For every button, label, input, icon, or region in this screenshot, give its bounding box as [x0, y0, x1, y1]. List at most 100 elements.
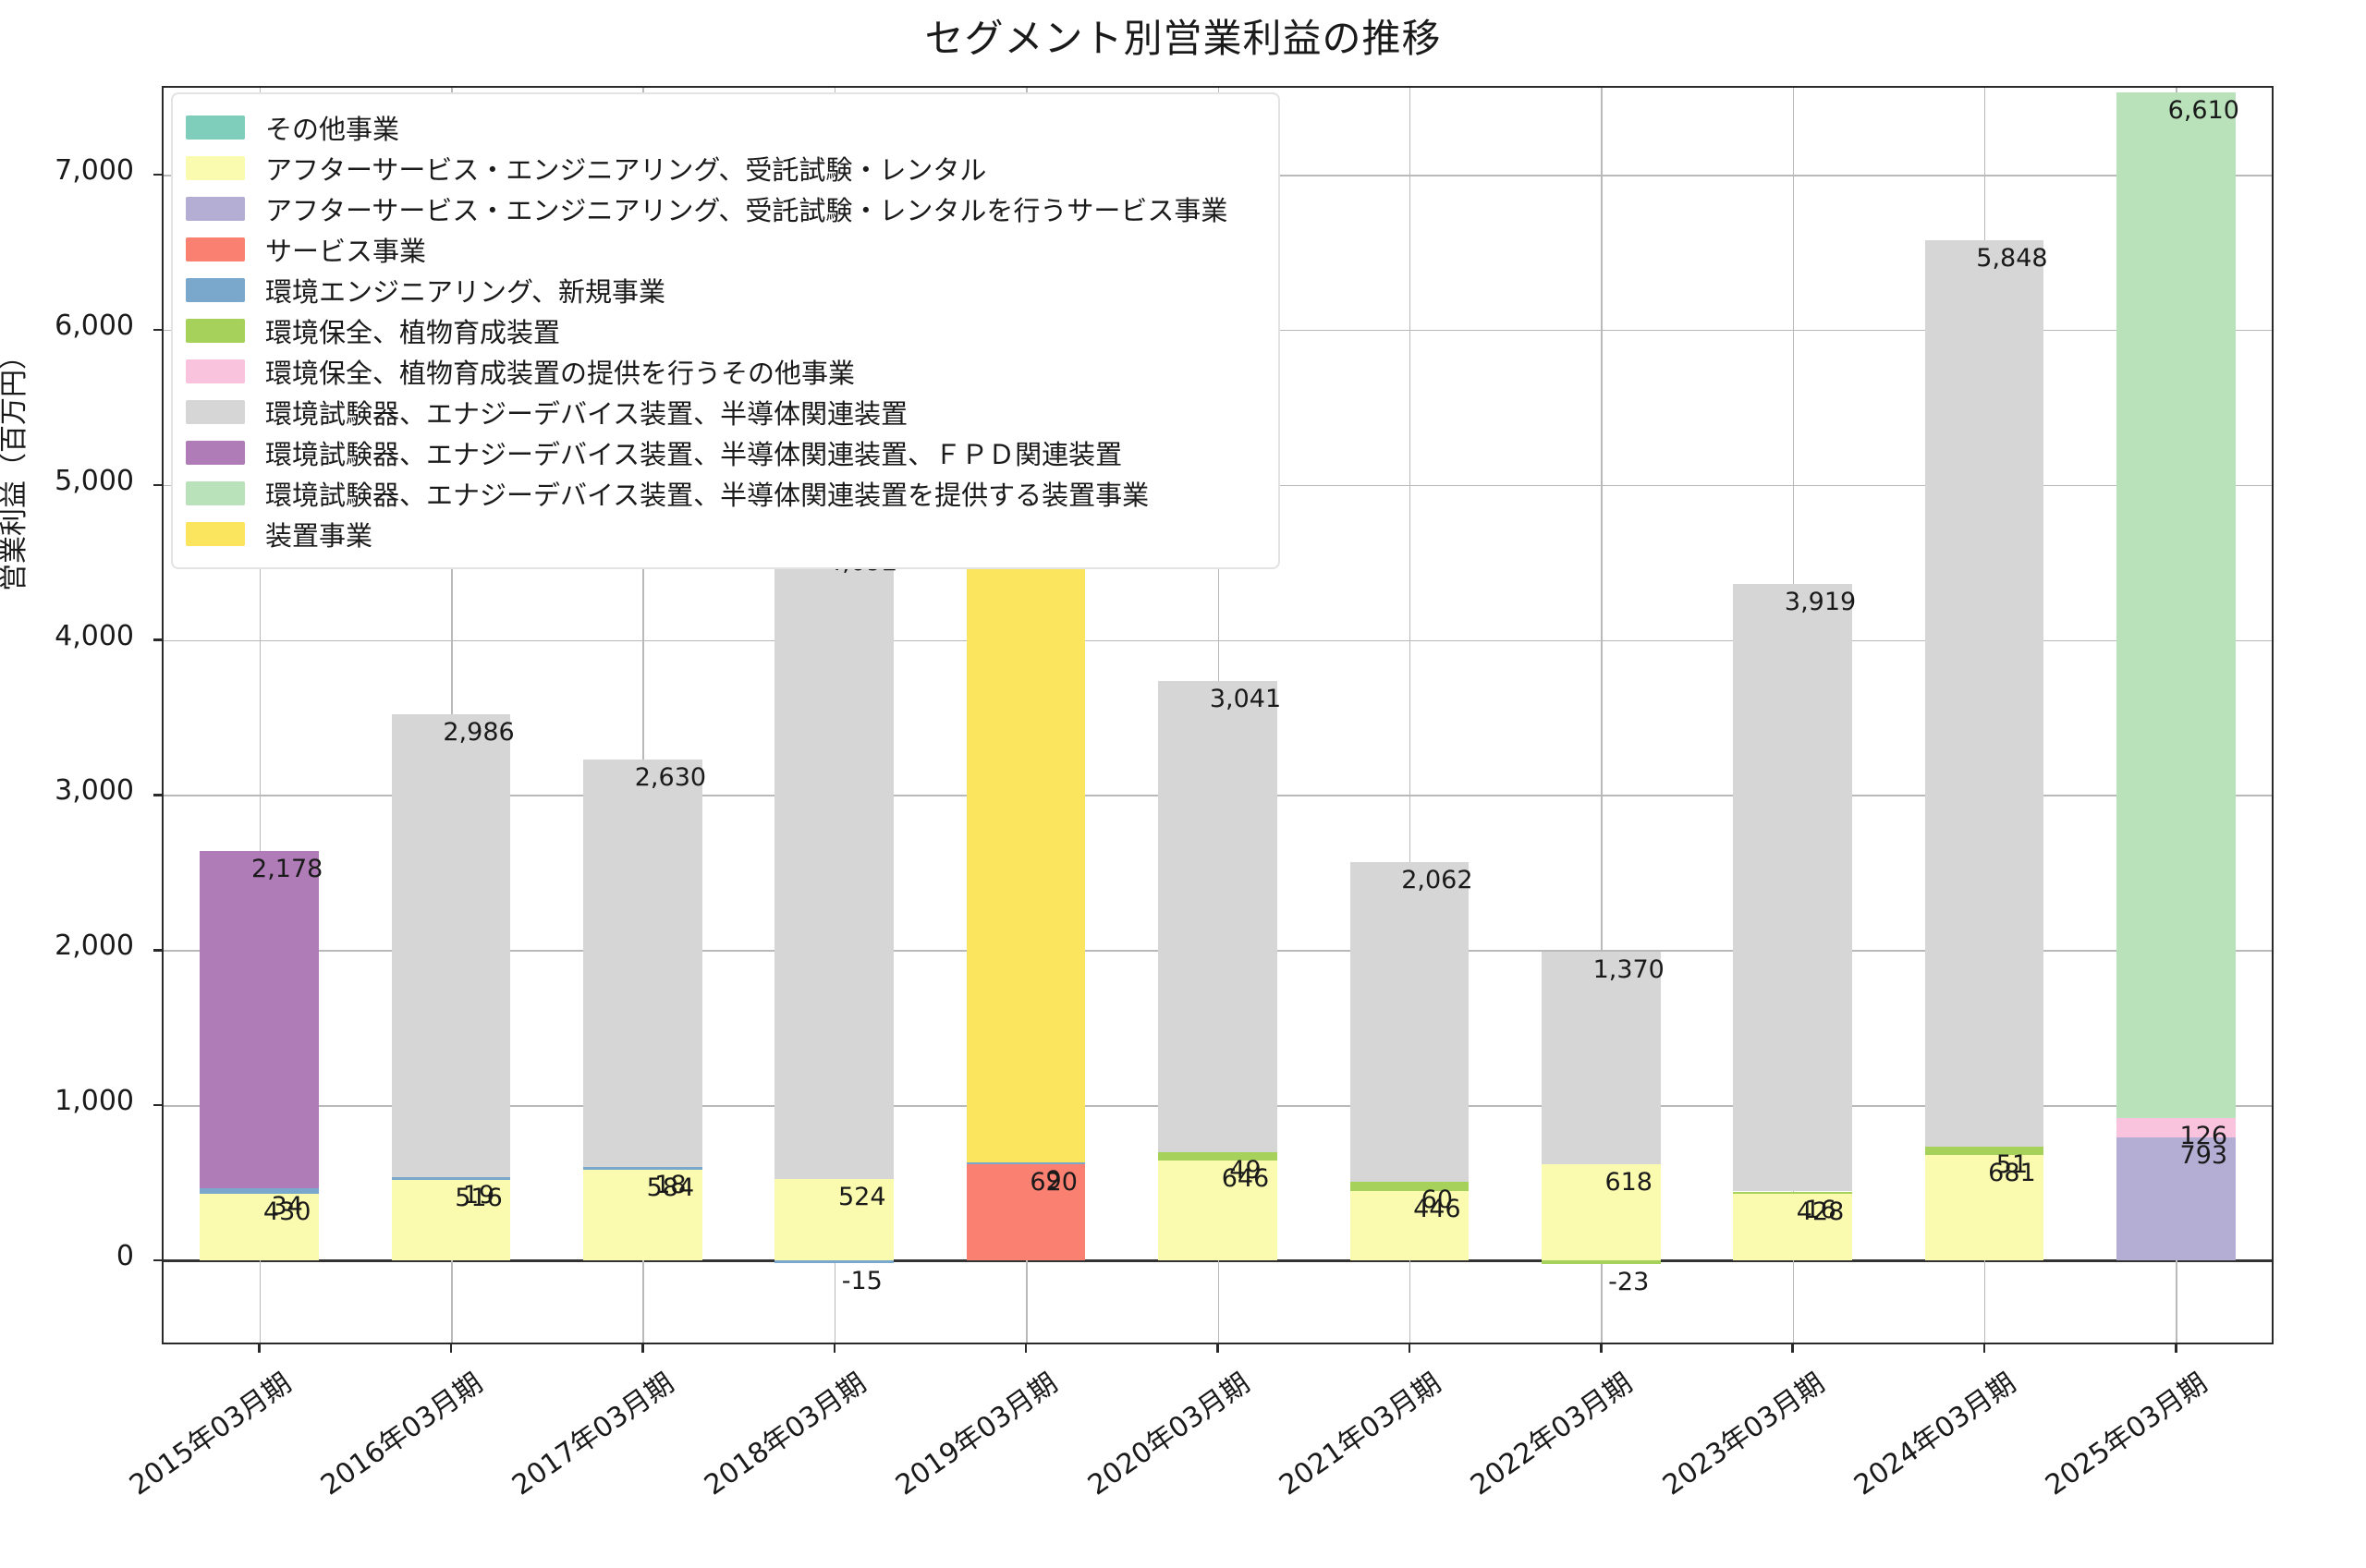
x-tick-mark: [1408, 1343, 1411, 1353]
legend-color-swatch: [186, 400, 245, 424]
y-tick-label: 1,000: [55, 1085, 134, 1118]
bar-segment[interactable]: [774, 1260, 895, 1263]
bar-segment[interactable]: [774, 1179, 895, 1261]
legend-color-swatch: [186, 359, 245, 383]
bar-segment[interactable]: [583, 1170, 702, 1261]
x-gridline: [642, 88, 644, 1343]
legend-item-label: アフターサービス・エンジニアリング、受託試験・レンタル: [265, 154, 987, 186]
legend-color-swatch: [186, 319, 245, 343]
x-tick-label: 2022年03月期: [1465, 1367, 1639, 1502]
bar-segment[interactable]: [1541, 1260, 1661, 1264]
x-tick-mark: [258, 1343, 261, 1353]
y-tick-label: 2,000: [55, 930, 134, 963]
bar-segment[interactable]: [2116, 1117, 2236, 1137]
x-gridline: [1601, 88, 1603, 1343]
x-tick-label: 2015年03月期: [123, 1367, 298, 1502]
bar-segment[interactable]: [1924, 1147, 2044, 1155]
legend-item[interactable]: 装置事業: [186, 514, 1262, 554]
legend-item[interactable]: 環境エンジニアリング、新規事業: [186, 270, 1262, 310]
bar-segment[interactable]: [1349, 1191, 1470, 1261]
y-tick-label: 5,000: [55, 464, 134, 497]
chart-title: セグメント別営業利益の推移: [924, 16, 1442, 61]
bar-segment[interactable]: [1733, 583, 1852, 1192]
legend-item[interactable]: アフターサービス・エンジニアリング、受託試験・レンタルを行うサービス事業: [186, 188, 1262, 229]
x-tick-label: 2021年03月期: [1273, 1367, 1447, 1502]
y-tick-mark: [153, 1258, 164, 1262]
legend-color-swatch: [186, 441, 245, 465]
bar-segment[interactable]: [1158, 1152, 1277, 1161]
legend-item-label: 環境試験器、エナジーデバイス装置、半導体関連装置を提供する装置事業: [265, 480, 1150, 511]
legend-item[interactable]: 環境保全、植物育成装置: [186, 310, 1262, 351]
y-tick-label: 0: [116, 1240, 134, 1273]
legend-item[interactable]: 環境試験器、エナジーデバイス装置、半導体関連装置、ＦＰＤ関連装置: [186, 432, 1262, 473]
bar-segment[interactable]: [2116, 1136, 2236, 1261]
x-tick-mark: [833, 1343, 836, 1353]
y-tick-mark: [153, 949, 164, 952]
legend-item[interactable]: アフターサービス・エンジニアリング、受託試験・レンタル: [186, 148, 1262, 188]
bar-segment[interactable]: [391, 1177, 511, 1181]
legend-item-label: 環境保全、植物育成装置の提供を行うその他事業: [265, 358, 856, 389]
legend-item[interactable]: サービス事業: [186, 229, 1262, 270]
legend-item[interactable]: 環境試験器、エナジーデバイス装置、半導体関連装置を提供する装置事業: [186, 473, 1262, 514]
legend-color-swatch: [186, 481, 245, 505]
y-tick-mark: [153, 483, 164, 487]
bar-value-label: -15: [841, 1266, 883, 1295]
x-tick-label: 2020年03月期: [1081, 1367, 1256, 1502]
legend-color-swatch: [186, 197, 245, 221]
y-tick-label: 6,000: [55, 309, 134, 342]
bar-segment[interactable]: [200, 1188, 319, 1194]
legend-item-label: その他事業: [265, 114, 400, 145]
bar-segment[interactable]: [200, 850, 319, 1189]
bar-segment[interactable]: [966, 1162, 1086, 1164]
legend-color-swatch: [186, 522, 245, 546]
bar-segment[interactable]: [1924, 1154, 2044, 1261]
legend-item-label: 環境試験器、エナジーデバイス装置、半導体関連装置、ＦＰＤ関連装置: [265, 439, 1123, 470]
chart-legend: その他事業アフターサービス・エンジニアリング、受託試験・レンタルアフターサービス…: [171, 92, 1280, 569]
x-tick-label: 2024年03月期: [1848, 1367, 2022, 1502]
bar-segment[interactable]: [1541, 952, 1661, 1165]
bar-segment[interactable]: [583, 759, 702, 1167]
legend-item[interactable]: 環境試験器、エナジーデバイス装置、半導体関連装置: [186, 392, 1262, 432]
bar-segment[interactable]: [583, 1166, 702, 1170]
bar-segment[interactable]: [1733, 1194, 1852, 1261]
bar-segment[interactable]: [1349, 1182, 1470, 1192]
legend-item-label: 装置事業: [265, 520, 373, 552]
x-tick-mark: [1216, 1343, 1219, 1353]
legend-color-swatch: [186, 237, 245, 261]
legend-item[interactable]: その他事業: [186, 107, 1262, 148]
bar-segment[interactable]: [1924, 239, 2044, 1148]
x-tick-label: 2023年03月期: [1656, 1367, 1831, 1502]
legend-item[interactable]: 環境保全、植物育成装置の提供を行うその他事業: [186, 351, 1262, 392]
x-tick-mark: [1600, 1343, 1603, 1353]
x-tick-mark: [449, 1343, 453, 1353]
x-gridline: [259, 88, 262, 1343]
bar-value-label: -23: [1608, 1267, 1650, 1296]
y-tick-label: 4,000: [55, 619, 134, 652]
legend-item-label: サービス事業: [265, 236, 427, 267]
x-tick-label: 2025年03月期: [2040, 1367, 2214, 1502]
bar-segment[interactable]: [966, 1163, 1086, 1261]
bar-segment[interactable]: [1158, 680, 1277, 1153]
x-gridline: [1409, 88, 1411, 1343]
x-tick-label: 2017年03月期: [506, 1367, 681, 1502]
legend-item-label: 環境エンジニアリング、新規事業: [265, 276, 665, 308]
bar-segment[interactable]: [1158, 1160, 1277, 1261]
bar-segment[interactable]: [1733, 1191, 1852, 1195]
legend-item-label: 環境保全、植物育成装置: [265, 317, 561, 348]
x-tick-mark: [1982, 1343, 1986, 1353]
x-tick-mark: [1791, 1343, 1794, 1353]
y-tick-label: 7,000: [55, 154, 134, 187]
bar-segment[interactable]: [200, 1193, 319, 1261]
bar-segment[interactable]: [1541, 1164, 1661, 1261]
legend-item-label: アフターサービス・エンジニアリング、受託試験・レンタルを行うサービス事業: [265, 195, 1228, 226]
bar-segment[interactable]: [1349, 861, 1470, 1183]
bar-segment[interactable]: [391, 713, 511, 1178]
x-tick-mark: [1024, 1343, 1028, 1353]
bar-segment[interactable]: [774, 544, 895, 1180]
bar-segment[interactable]: [2116, 92, 2236, 1118]
x-tick-label: 2018年03月期: [698, 1367, 872, 1502]
x-tick-mark: [2175, 1343, 2177, 1353]
y-tick-label: 3,000: [55, 774, 134, 808]
bar-segment[interactable]: [391, 1180, 511, 1261]
